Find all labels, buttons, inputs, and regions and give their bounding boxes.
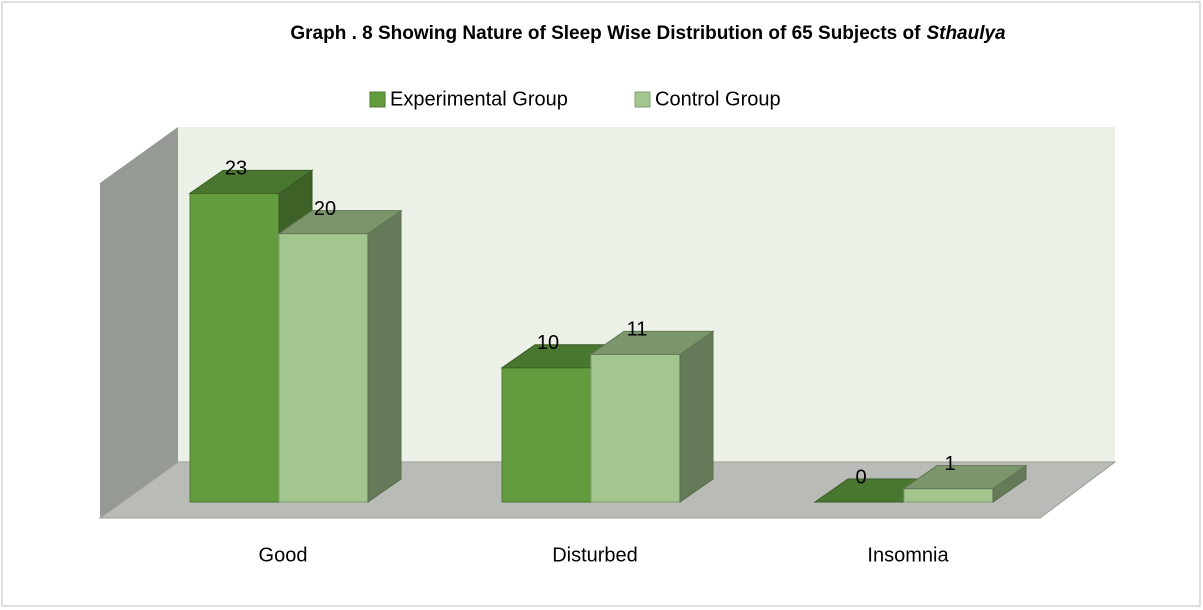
data-label: 0 [855, 466, 866, 488]
bar-top [277, 210, 403, 235]
bar-front [501, 367, 592, 503]
x-tick-label: Good [259, 544, 308, 566]
data-label: 11 [627, 319, 648, 341]
x-tick-label: Disturbed [552, 544, 638, 566]
bar-top [589, 330, 715, 355]
back-wall [178, 127, 1115, 462]
side-wall [100, 127, 178, 518]
data-label: 10 [537, 332, 559, 354]
x-tick-label: Insomnia [867, 544, 949, 566]
bar-front [903, 488, 994, 503]
data-label: 20 [314, 198, 336, 220]
bar-front [189, 192, 280, 503]
data-label: 23 [225, 158, 247, 180]
bar-side [367, 209, 402, 503]
bar-front [278, 233, 369, 503]
legend-swatch [369, 91, 386, 108]
legend-label: Experimental Group [390, 88, 568, 110]
bar-side [679, 330, 714, 503]
title-main: Graph . 8 Showing Nature of Sleep Wise D… [290, 23, 921, 44]
legend-swatch [634, 91, 651, 108]
bar-top [188, 169, 314, 194]
title-italic: Sthaulya [926, 23, 1006, 44]
chart-title: Graph . 8 Showing Nature of Sleep Wise D… [290, 23, 1006, 44]
bar-top [902, 465, 1028, 490]
legend-label: Control Group [655, 88, 781, 110]
data-label: 1 [944, 453, 955, 475]
bar-front [590, 353, 681, 503]
